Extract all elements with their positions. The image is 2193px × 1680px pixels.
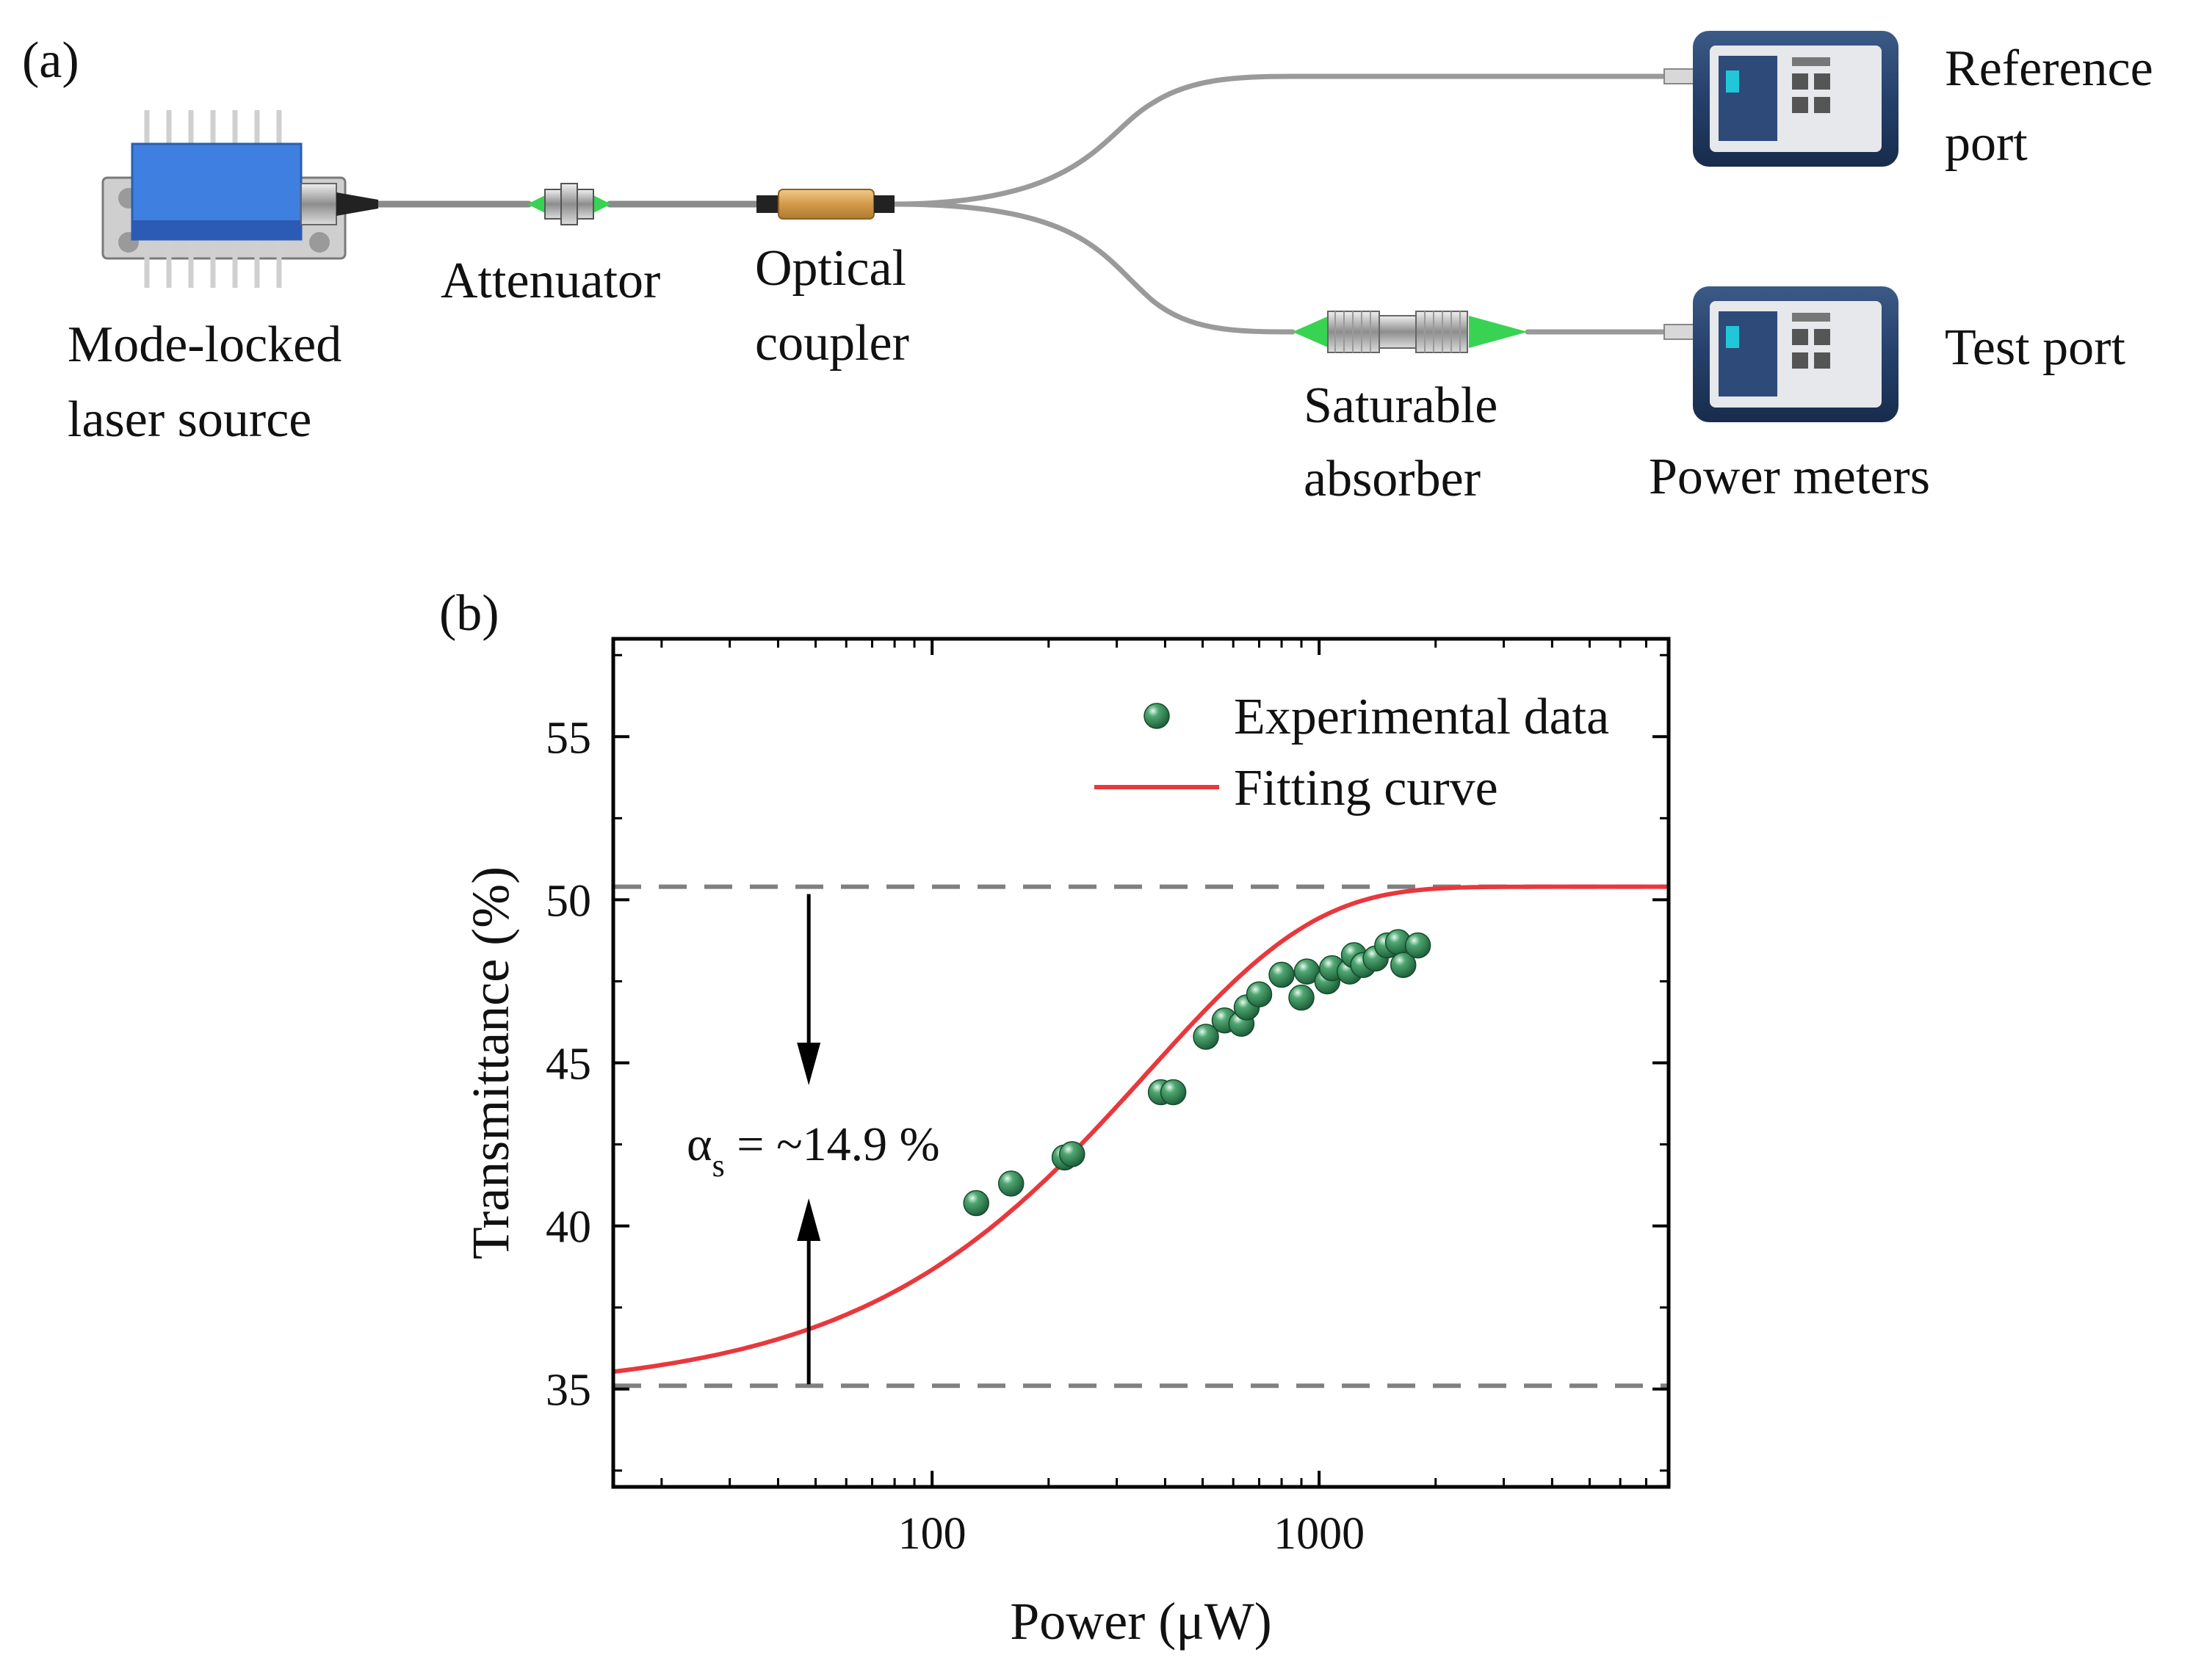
label-power-meters: Power meters — [1649, 449, 1930, 505]
data-point-12 — [1268, 961, 1295, 988]
fiber-coupler-reference — [889, 73, 1670, 207]
fitting-curve — [613, 884, 1669, 1375]
label-test-port: Test port — [1945, 319, 2125, 376]
legend-marker-experimental-data — [1144, 703, 1170, 729]
label-absorber-line2: absorber — [1304, 451, 1481, 507]
label-absorber-line1: Saturable — [1304, 377, 1497, 434]
annotation-value: = ~14.9 % — [725, 1118, 940, 1171]
y-tick-label-50: 50 — [546, 876, 591, 926]
label-laser-line1: Mode-locked — [68, 316, 342, 373]
label-reference-line1: Reference — [1945, 40, 2153, 97]
panel-a: (a) — [22, 31, 2153, 507]
data-point-23 — [1390, 952, 1417, 978]
data-point-11 — [1246, 981, 1273, 1007]
x-tick-label-1000: 1000 — [1273, 1509, 1365, 1559]
legend-label-2: Fitting curve — [1234, 760, 1498, 817]
test-power-meter-icon — [1663, 286, 1898, 422]
label-reference-line2: port — [1945, 115, 2028, 172]
saturable-absorber-icon — [1293, 311, 1528, 353]
y-tick-label-40: 40 — [546, 1203, 591, 1253]
data-point-24 — [1404, 932, 1431, 959]
optical-coupler-icon — [756, 189, 895, 220]
label-coupler-line2: coupler — [755, 315, 909, 372]
y-tick-label-55: 55 — [546, 713, 591, 763]
attenuator-icon — [527, 183, 611, 225]
reference-power-meter-icon — [1663, 31, 1898, 167]
data-point-13 — [1288, 984, 1315, 1011]
label-coupler-line1: Optical — [755, 240, 906, 297]
fiber-paths — [375, 73, 1670, 335]
x-tick-label-100: 100 — [898, 1509, 967, 1559]
annotation-alpha: α — [687, 1118, 712, 1171]
panel-a-label: (a) — [22, 32, 79, 89]
arrow-up-head — [797, 1198, 821, 1241]
data-point-2 — [997, 1170, 1025, 1197]
label-laser-line2: laser source — [68, 391, 311, 448]
panel-b-label: (b) — [439, 585, 499, 642]
y-axis-title: Transmittance (%) — [461, 866, 520, 1259]
fiber-coupler-absorber — [889, 201, 1296, 335]
saturable-absorption-annotation: αs = ~14.9 % — [687, 1118, 940, 1184]
x-axis-title: Power (μW) — [1010, 1592, 1271, 1651]
legend-label-1: Experimental data — [1234, 689, 1609, 745]
data-point-7 — [1193, 1024, 1219, 1050]
data-point-4 — [1059, 1141, 1085, 1167]
arrow-down-head — [797, 1043, 821, 1085]
annotation-subscript: s — [712, 1148, 725, 1184]
data-point-6 — [1160, 1079, 1187, 1106]
laser-source-icon — [101, 110, 378, 288]
y-tick-label-45: 45 — [546, 1040, 591, 1090]
y-tick-label-35: 35 — [546, 1366, 591, 1416]
plot-frame — [611, 637, 1671, 1489]
data-point-1 — [963, 1190, 989, 1217]
label-attenuator: Attenuator — [441, 253, 660, 309]
